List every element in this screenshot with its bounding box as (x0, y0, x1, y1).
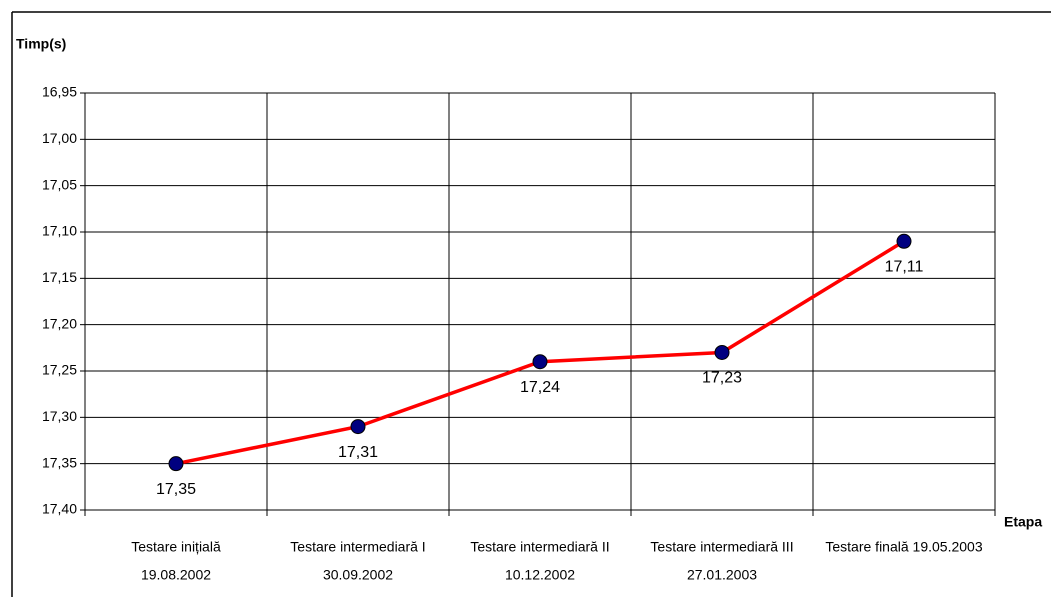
y-tick-label: 17,40 (42, 501, 77, 517)
x-tick-label: 10.12.2002 (505, 567, 575, 583)
x-tick-label: 30.09.2002 (323, 567, 393, 583)
x-tick-label: Testare finală 19.05.2003 (825, 539, 982, 555)
y-tick-label: 17,00 (42, 130, 77, 146)
data-label: 17,24 (520, 379, 560, 396)
x-tick-label: 19.08.2002 (141, 567, 211, 583)
y-tick-label: 17,05 (42, 176, 77, 192)
x-tick-label: 27.01.2003 (687, 567, 757, 583)
marker (168, 456, 184, 472)
y-tick-label: 17,20 (42, 315, 77, 331)
line-series (175, 239, 905, 466)
y-tick-label: 16,95 (42, 84, 77, 100)
y-tick-label: 17,25 (42, 362, 77, 378)
y-axis-title: Timp(s) (16, 36, 66, 52)
data-label: 17,23 (702, 370, 742, 387)
x-tick-label: Testare intermediară II (470, 539, 609, 555)
y-tick-label: 17,10 (42, 223, 77, 239)
marker (896, 233, 912, 249)
x-tick-label: Testare inițială (131, 539, 221, 555)
y-tick-label: 17,15 (42, 269, 77, 285)
y-tick-label: 17,35 (42, 454, 77, 470)
y-tick-label: 17,30 (42, 408, 77, 424)
x-axis-title: Etapa (1004, 514, 1042, 530)
data-label: 17,11 (885, 258, 924, 275)
marker (714, 344, 730, 360)
x-tick-label: Testare intermediară I (290, 539, 425, 555)
x-tick-label: Testare intermediară III (650, 539, 793, 555)
marker (350, 419, 366, 435)
data-label: 17,35 (156, 481, 196, 498)
data-label: 17,31 (338, 444, 378, 461)
marker (532, 354, 548, 370)
